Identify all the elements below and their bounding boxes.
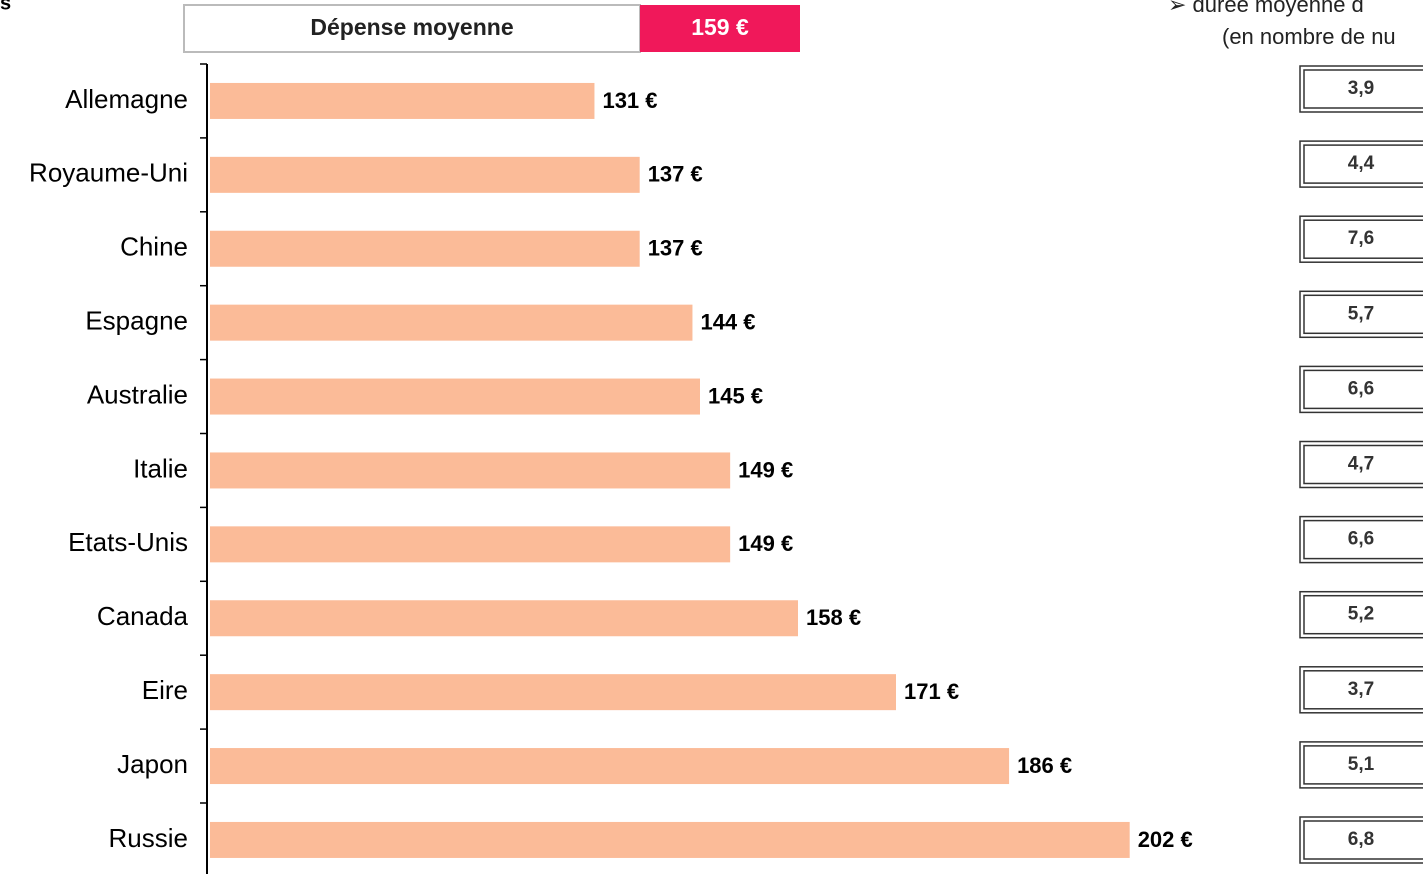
bar	[210, 82, 595, 119]
nights-box-inner	[1303, 369, 1423, 410]
nights-box-inner	[1303, 294, 1423, 335]
nights-box-inner	[1303, 745, 1423, 785]
nights-box	[1299, 140, 1423, 188]
nights-box-inner	[1303, 594, 1423, 635]
bar	[210, 230, 640, 267]
category-label: Eire	[142, 675, 188, 705]
category-label: Australie	[87, 379, 188, 409]
header-title: Dépense moyenne	[310, 14, 513, 40]
nights-box	[1299, 365, 1423, 414]
nights-label: 3,9	[1348, 78, 1374, 99]
bar	[210, 600, 798, 637]
nights-label: 4,7	[1348, 454, 1374, 475]
category-label: Italie	[133, 453, 188, 483]
category-label: Japon	[117, 749, 188, 779]
nights-box	[1299, 515, 1423, 564]
value-label: 149 €	[738, 457, 793, 482]
category-label: Chine	[120, 232, 188, 262]
value-label: 137 €	[648, 236, 703, 261]
category-label: Royaume-Uni	[29, 158, 188, 188]
bar	[210, 452, 731, 489]
nights-box-inner	[1303, 670, 1423, 710]
bar	[210, 748, 1010, 785]
value-label: 202 €	[1138, 827, 1193, 852]
header-box	[183, 4, 641, 53]
bar	[210, 674, 896, 711]
category-label: Espagne	[85, 306, 188, 336]
value-label: 144 €	[700, 309, 755, 334]
nights-box	[1299, 590, 1423, 639]
bar	[210, 378, 700, 415]
average-label: 159 €	[691, 14, 749, 40]
nights-label: 6,6	[1348, 378, 1374, 399]
value-label: 158 €	[806, 605, 861, 630]
nights-box	[1299, 65, 1423, 113]
value-label: 171 €	[904, 679, 959, 704]
nights-box	[1299, 741, 1423, 789]
nights-label: 5,7	[1348, 303, 1374, 324]
nights-box	[1299, 666, 1423, 714]
nights-box	[1299, 290, 1423, 339]
nights-label: 6,6	[1348, 529, 1374, 550]
nights-box	[1299, 440, 1423, 489]
nights-label: 5,2	[1348, 604, 1374, 625]
nights-box-inner	[1303, 444, 1423, 485]
category-label: Canada	[97, 601, 189, 631]
nights-box-inner	[1303, 144, 1423, 184]
corner-title: s	[0, 0, 11, 14]
bar	[210, 526, 731, 563]
category-label: Etats-Unis	[68, 527, 188, 557]
nights-box-inner	[1303, 820, 1423, 860]
nights-label: 7,6	[1348, 228, 1374, 249]
nights-label: 5,1	[1348, 754, 1375, 775]
bar	[210, 156, 640, 193]
nights-box-inner	[1303, 69, 1423, 109]
value-label: 131 €	[602, 88, 657, 113]
value-label: 137 €	[648, 162, 703, 187]
nights-label: 4,4	[1348, 153, 1375, 174]
value-label: 149 €	[738, 531, 793, 556]
bar	[210, 821, 1130, 858]
average-box	[640, 5, 800, 52]
nights-label: 6,8	[1348, 829, 1374, 850]
bar	[210, 304, 693, 341]
category-label: Allemagne	[65, 84, 188, 114]
side-subtitle: (en nombre de nu	[1222, 24, 1396, 49]
nights-box-inner	[1303, 219, 1423, 259]
nights-label: 3,7	[1348, 679, 1374, 700]
nights-box	[1299, 215, 1423, 263]
nights-box-inner	[1303, 519, 1423, 560]
value-label: 186 €	[1017, 753, 1072, 778]
value-label: 145 €	[708, 383, 763, 408]
side-title: ➢ durée moyenne d	[1168, 0, 1364, 17]
category-label: Russie	[109, 823, 188, 853]
nights-box	[1299, 816, 1423, 864]
